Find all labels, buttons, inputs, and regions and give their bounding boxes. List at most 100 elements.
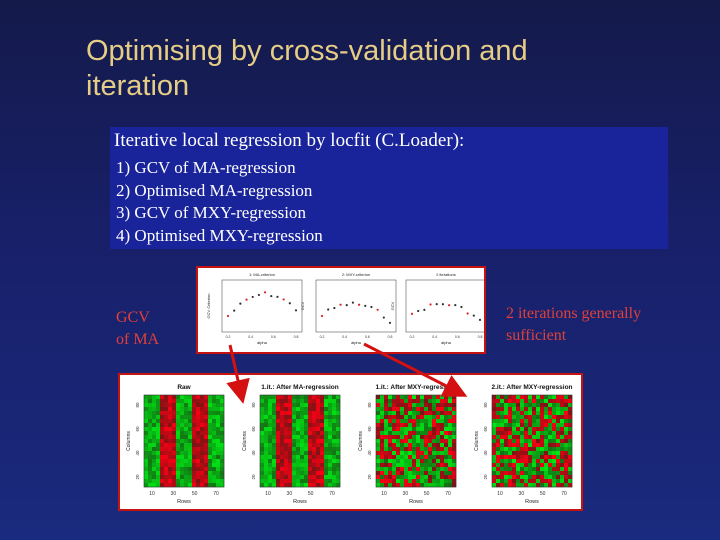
heatmap-cell [260, 399, 265, 404]
data-point [294, 309, 298, 312]
heatmap-cell [516, 411, 521, 416]
heatmap-cell [176, 395, 181, 400]
heatmap-cell [524, 463, 529, 468]
heatmap-cell [428, 415, 433, 420]
heatmap-cell [420, 459, 425, 464]
heatmap-cell [316, 431, 321, 436]
heatmap-cell [208, 399, 213, 404]
heatmap-cell [292, 435, 297, 440]
heatmap-cell [408, 447, 413, 452]
heatmap-cell [196, 403, 201, 408]
heatmap-cell [164, 483, 169, 488]
heatmap-cell [328, 419, 333, 424]
heatmap-cell [328, 475, 333, 480]
heatmap-cell [396, 403, 401, 408]
heatmap-cell [160, 395, 165, 400]
heatmap-cell [404, 475, 409, 480]
heatmap-cell [172, 451, 177, 456]
heatmap-cell [528, 479, 533, 484]
heatmap: 1.it.: After MXY-regressionColumnsRows10… [358, 384, 457, 505]
heatmap-cell [164, 459, 169, 464]
heatmap-cell [560, 403, 565, 408]
heatmap-cell [448, 399, 453, 404]
heatmap-cell [220, 459, 225, 464]
heatmap-cell [188, 451, 193, 456]
heatmap-cell [500, 427, 505, 432]
heatmap-cell [408, 483, 413, 488]
heatmap-cell [164, 479, 169, 484]
heatmap-cell [440, 459, 445, 464]
heatmap-cell [380, 431, 385, 436]
heatmap-cell [320, 411, 325, 416]
heatmap-cell [376, 423, 381, 428]
heatmap-cell [512, 395, 517, 400]
heatmap-cell [172, 399, 177, 404]
heatmap-cell [292, 475, 297, 480]
heatmap-cell [512, 419, 517, 424]
heatmap-cell [280, 447, 285, 452]
heatmap-cell [544, 459, 549, 464]
heatmap-cell [560, 435, 565, 440]
heatmap-cell [300, 411, 305, 416]
heatmap-cell [276, 483, 281, 488]
heatmap-cell [328, 439, 333, 444]
heatmap-cell [496, 455, 501, 460]
heatmap-cell [320, 459, 325, 464]
heatmap-cell [160, 475, 165, 480]
heatmap-cell [416, 471, 421, 476]
heatmap-cell [208, 459, 213, 464]
heatmap-cell [540, 471, 545, 476]
tick-label: 0.2 [320, 335, 325, 339]
heatmap-cell [172, 423, 177, 428]
heatmap-cell [400, 467, 405, 472]
heatmap-cell [444, 459, 449, 464]
heatmap-cell [384, 455, 389, 460]
heatmap-cell [264, 407, 269, 412]
heatmap-cell [308, 459, 313, 464]
heatmap-cell [524, 395, 529, 400]
heatmap-cell [388, 455, 393, 460]
heatmap-cell [500, 435, 505, 440]
heatmap-cell [376, 443, 381, 448]
heatmap-cell [320, 455, 325, 460]
heatmap-cell [396, 407, 401, 412]
heatmap-cell [264, 415, 269, 420]
heatmap-cell [400, 415, 405, 420]
heatmap-cell [452, 451, 457, 456]
heatmap-cell [496, 463, 501, 468]
heatmap-cell [396, 415, 401, 420]
heatmap-cell [168, 431, 173, 436]
heatmap-cell [160, 467, 165, 472]
heatmap-cell [316, 475, 321, 480]
heatmap-cell [332, 423, 337, 428]
heatmap-cell [552, 403, 557, 408]
heatmap-cell [408, 423, 413, 428]
heatmap-cell [412, 455, 417, 460]
heatmap-cell [304, 427, 309, 432]
plot-title: 1: MA-criterion [249, 272, 275, 277]
heatmap-cell [184, 419, 189, 424]
heatmap-cell [552, 447, 557, 452]
heatmap-cell [560, 419, 565, 424]
heatmap-cell [332, 471, 337, 476]
heatmap-cell [180, 459, 185, 464]
heatmap-cell [288, 399, 293, 404]
heatmap-cell [168, 483, 173, 488]
heatmap-cell [392, 479, 397, 484]
tick-label: 0.6 [455, 335, 460, 339]
heatmap-cell [512, 479, 517, 484]
heatmap-cell [436, 435, 441, 440]
heatmap-cell [392, 395, 397, 400]
heatmap-cell [336, 455, 341, 460]
heatmap-cell [188, 467, 193, 472]
heatmap-cell [444, 483, 449, 488]
heatmap-cell [332, 399, 337, 404]
heatmap-cell [328, 447, 333, 452]
heatmap-cell [188, 403, 193, 408]
heatmap-cell [568, 431, 573, 436]
heatmap-cell [396, 411, 401, 416]
heatmap-cell [424, 399, 429, 404]
heatmap-cell [172, 415, 177, 420]
heatmap-cell [524, 459, 529, 464]
